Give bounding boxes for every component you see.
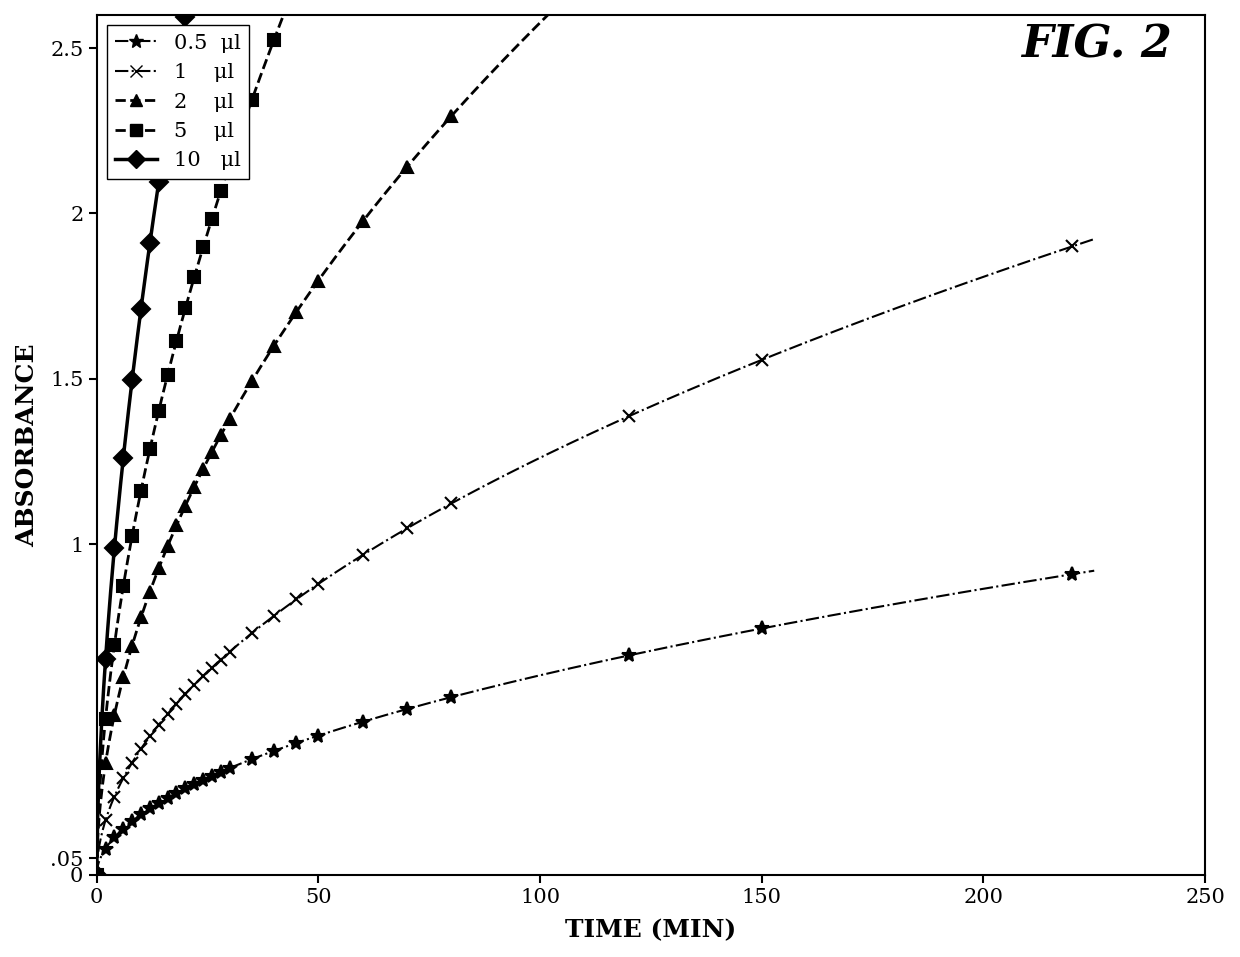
X-axis label: TIME (MIN): TIME (MIN) <box>565 918 737 942</box>
Y-axis label: ABSORBANCE: ABSORBANCE <box>15 344 38 546</box>
Text: FIG. 2: FIG. 2 <box>1021 24 1172 67</box>
Legend: 0.5  μl, 1    μl, 2    μl, 5    μl, 10   μl: 0.5 μl, 1 μl, 2 μl, 5 μl, 10 μl <box>107 26 249 179</box>
